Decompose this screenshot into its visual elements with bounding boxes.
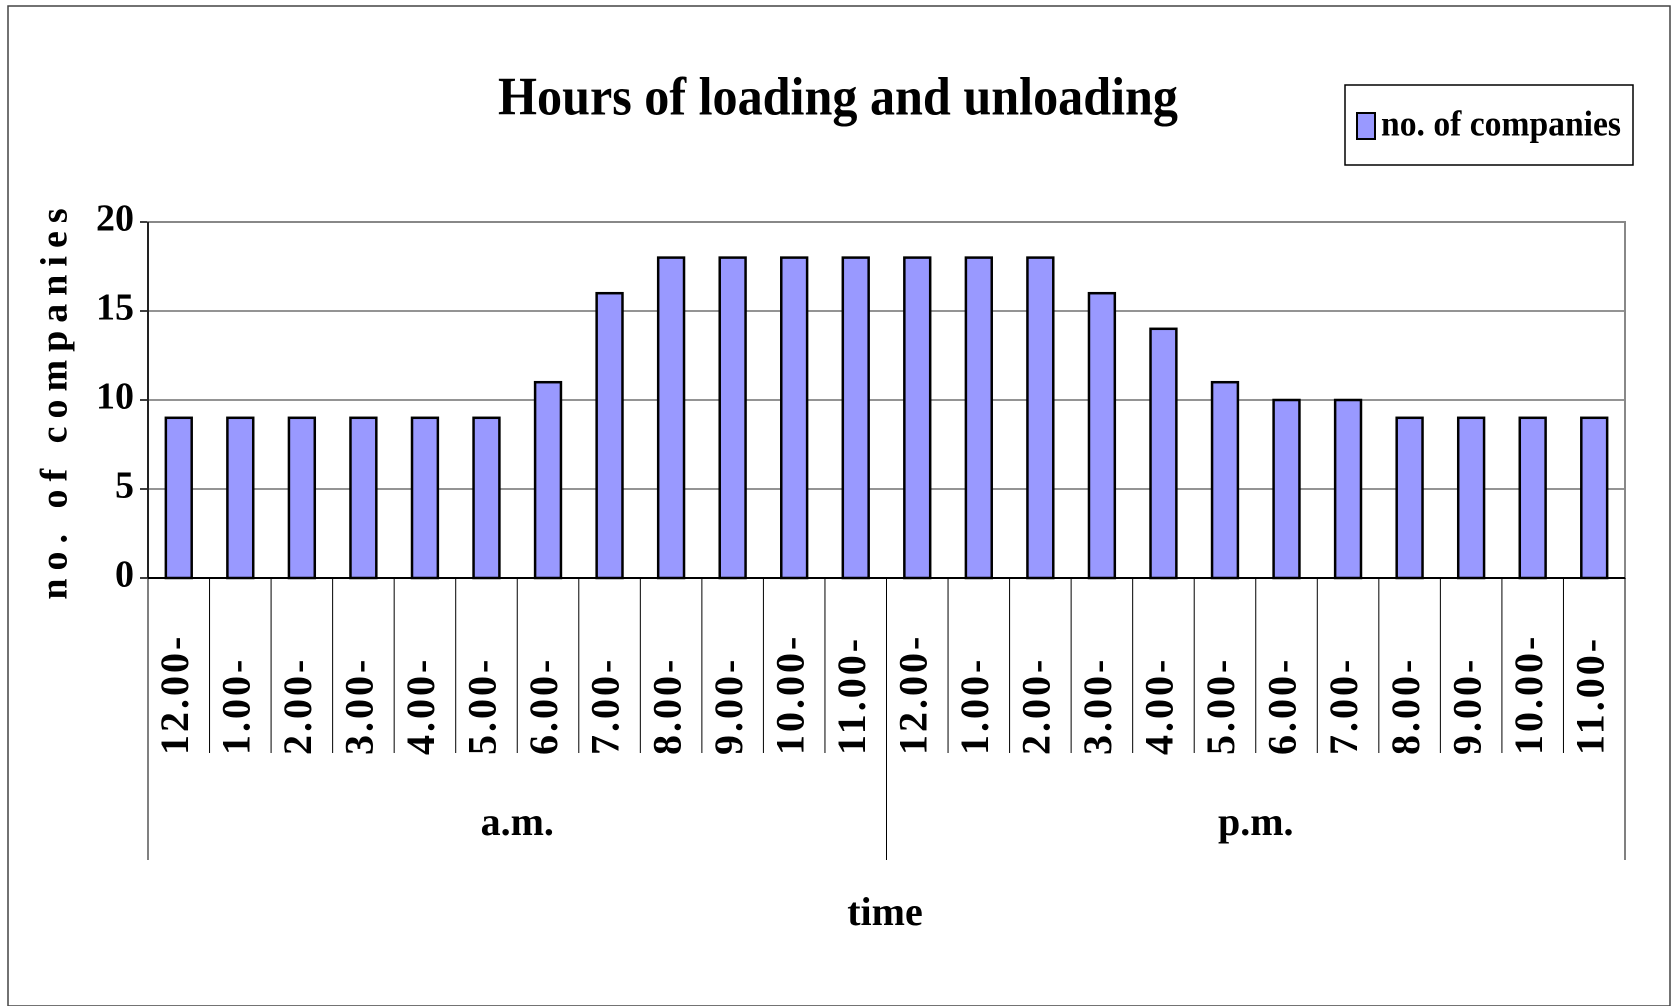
x-tick-label: 7.00- <box>1321 657 1366 755</box>
y-tick-label: 5 <box>115 465 134 507</box>
x-tick-label: 4.00- <box>398 657 443 755</box>
bar <box>1087 291 1117 580</box>
bar <box>903 256 932 580</box>
bar <box>841 256 870 580</box>
y-tick-label: 10 <box>96 376 134 418</box>
bar <box>964 256 993 580</box>
bar <box>410 416 440 580</box>
x-tick-label: 5.00- <box>460 657 505 755</box>
bar <box>1518 416 1547 580</box>
bar <box>780 256 809 580</box>
y-tick-label: 15 <box>96 287 134 329</box>
x-tick-label: 2.00- <box>1014 657 1059 755</box>
y-axis-label: no. of companies <box>34 200 76 599</box>
x-tick-label: 12.00- <box>152 634 197 755</box>
group-label: p.m. <box>1218 799 1294 844</box>
x-tick-label: 10.00- <box>1506 634 1551 755</box>
bar <box>1272 398 1301 580</box>
bar <box>1333 398 1363 580</box>
bar <box>1456 416 1486 580</box>
x-tick-label: 6.00- <box>521 657 566 755</box>
x-tick-label: 9.00- <box>706 657 751 755</box>
x-axis-label: time <box>847 889 923 934</box>
bar <box>656 256 686 580</box>
x-tick-label: 11.00- <box>829 636 874 755</box>
bar <box>226 416 255 580</box>
x-tick-label: 8.00- <box>1383 657 1428 755</box>
bar <box>472 416 501 580</box>
x-tick-label: 1.00- <box>952 657 997 755</box>
bar <box>718 256 747 580</box>
bar <box>1210 380 1240 580</box>
bar <box>287 416 317 580</box>
frame <box>7 5 1671 1006</box>
x-tick-label: 3.00- <box>1075 657 1120 755</box>
chart-title: Hours of loading and unloading <box>498 66 1178 126</box>
bar <box>1580 416 1609 580</box>
x-tick-label: 9.00- <box>1444 657 1489 755</box>
bar <box>1026 256 1055 580</box>
x-tick-label: 12.00- <box>890 634 935 755</box>
x-tick-label: 5.00- <box>1198 657 1243 755</box>
bar <box>533 380 563 580</box>
legend-swatch <box>1356 112 1376 140</box>
legend-box <box>1344 84 1634 166</box>
legend-label: no. of companies <box>1381 103 1621 143</box>
y-tick-label: 20 <box>96 198 134 240</box>
x-tick-label: 7.00- <box>583 657 628 755</box>
x-tick-label: 10.00- <box>767 634 812 755</box>
x-tick-label: 8.00- <box>644 657 689 755</box>
bar <box>349 416 378 580</box>
y-tick-label: 0 <box>115 554 134 596</box>
group-label: a.m. <box>481 799 554 844</box>
bar <box>1149 327 1178 580</box>
x-tick-label: 2.00- <box>275 657 320 755</box>
bar <box>595 291 624 580</box>
x-tick-label: 4.00- <box>1137 657 1182 755</box>
x-tick-label: 1.00- <box>213 657 258 755</box>
x-tick-label: 11.00- <box>1567 636 1612 755</box>
x-tick-label: 3.00- <box>337 657 382 755</box>
x-tick-label: 6.00- <box>1260 657 1305 755</box>
bar <box>1395 416 1424 580</box>
bar <box>164 416 193 580</box>
